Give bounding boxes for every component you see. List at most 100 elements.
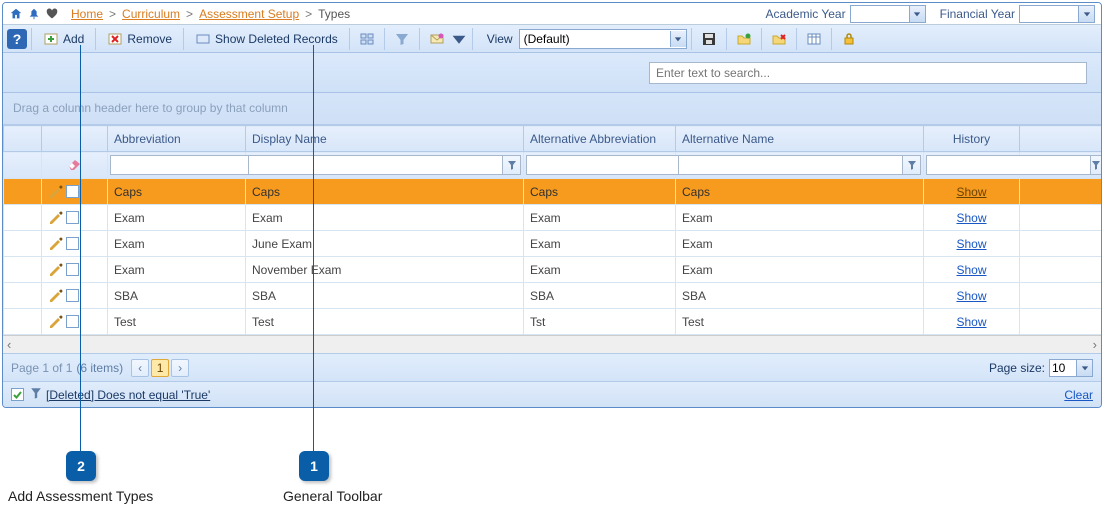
table-row[interactable]: Exam Exam Exam Exam Show bbox=[4, 205, 1102, 231]
chevron-down-icon[interactable] bbox=[670, 31, 686, 47]
breadcrumb-sep: > bbox=[109, 7, 116, 21]
row-checkbox[interactable] bbox=[66, 237, 79, 250]
group-panel[interactable]: Drag a column header here to group by th… bbox=[3, 93, 1101, 125]
chevron-down-icon[interactable] bbox=[450, 27, 468, 51]
edit-icon[interactable] bbox=[48, 210, 64, 226]
cell-display-name: Caps bbox=[246, 179, 524, 205]
home-icon[interactable] bbox=[9, 7, 23, 21]
favorite-icon[interactable] bbox=[45, 7, 59, 21]
chevron-down-icon[interactable] bbox=[1078, 6, 1094, 22]
show-deleted-label: Show Deleted Records bbox=[215, 32, 338, 46]
filter-alt-name-input[interactable] bbox=[678, 155, 903, 175]
app-window: Home > Curriculum > Assessment Setup > T… bbox=[2, 2, 1102, 408]
edit-icon[interactable] bbox=[48, 288, 64, 304]
layout-icon[interactable] bbox=[354, 27, 380, 51]
breadcrumb-assessment-setup[interactable]: Assessment Setup bbox=[199, 7, 299, 21]
pin-icon[interactable] bbox=[27, 7, 41, 21]
table-row[interactable]: Caps Caps Caps Caps Show bbox=[4, 179, 1102, 205]
page-size-select[interactable] bbox=[1049, 359, 1093, 377]
cell-abbreviation: Exam bbox=[108, 231, 246, 257]
funnel-icon bbox=[30, 387, 42, 402]
row-checkbox[interactable] bbox=[66, 263, 79, 276]
history-show-link[interactable]: Show bbox=[956, 315, 986, 329]
horizontal-scrollbar[interactable]: ‹ › bbox=[3, 335, 1101, 353]
prev-page-button[interactable]: ‹ bbox=[131, 359, 149, 377]
row-checkbox[interactable] bbox=[66, 185, 79, 198]
pager: Page 1 of 1 (6 items) ‹ 1 › Page size: bbox=[3, 353, 1101, 381]
view-select[interactable] bbox=[519, 29, 687, 49]
financial-year-input[interactable] bbox=[1020, 6, 1078, 22]
col-display-name[interactable]: Display Name bbox=[246, 126, 524, 152]
academic-year-dropdown[interactable] bbox=[850, 5, 926, 23]
cell-alt-abbreviation: Caps bbox=[524, 179, 676, 205]
row-checkbox[interactable] bbox=[66, 211, 79, 224]
columns-icon[interactable] bbox=[801, 27, 827, 51]
cell-alt-abbreviation: Exam bbox=[524, 257, 676, 283]
col-history[interactable]: History bbox=[924, 126, 1020, 152]
row-checkbox[interactable] bbox=[66, 289, 79, 302]
edit-icon[interactable] bbox=[48, 314, 64, 330]
search-input[interactable] bbox=[649, 62, 1087, 84]
cell-display-name: June Exam bbox=[246, 231, 524, 257]
cell-display-name: Exam bbox=[246, 205, 524, 231]
financial-year-dropdown[interactable] bbox=[1019, 5, 1095, 23]
col-alt-name[interactable]: Alternative Name bbox=[676, 126, 924, 152]
view-value-input[interactable] bbox=[520, 30, 670, 48]
funnel-icon[interactable] bbox=[389, 27, 415, 51]
remove-button[interactable]: Remove bbox=[100, 27, 179, 51]
show-deleted-button[interactable]: Show Deleted Records bbox=[188, 27, 345, 51]
history-show-link[interactable]: Show bbox=[956, 211, 986, 225]
col-spacer bbox=[1020, 126, 1102, 152]
scroll-left-icon[interactable]: ‹ bbox=[7, 337, 11, 352]
history-show-link[interactable]: Show bbox=[956, 263, 986, 277]
table-row[interactable]: Exam November Exam Exam Exam Show bbox=[4, 257, 1102, 283]
history-show-link[interactable]: Show bbox=[956, 237, 986, 251]
funnel-icon[interactable] bbox=[503, 155, 521, 175]
filter-checkbox[interactable] bbox=[11, 388, 24, 401]
funnel-icon[interactable] bbox=[1091, 155, 1102, 175]
breadcrumb-curriculum[interactable]: Curriculum bbox=[122, 7, 180, 21]
scroll-right-icon[interactable]: › bbox=[1093, 337, 1097, 352]
edit-icon[interactable] bbox=[48, 262, 64, 278]
cell-display-name: Test bbox=[246, 309, 524, 335]
breadcrumb-sep: > bbox=[305, 7, 312, 21]
table-row[interactable]: Test Test Tst Test Show bbox=[4, 309, 1102, 335]
clear-filter-link[interactable]: Clear bbox=[1064, 388, 1093, 402]
help-icon[interactable]: ? bbox=[7, 29, 27, 49]
filter-display-input[interactable] bbox=[248, 155, 503, 175]
table-row[interactable]: Exam June Exam Exam Exam Show bbox=[4, 231, 1102, 257]
lock-icon[interactable] bbox=[836, 27, 862, 51]
history-show-link[interactable]: Show bbox=[956, 185, 986, 199]
mail-icon[interactable] bbox=[424, 27, 450, 51]
filter-alt-abbr-input[interactable] bbox=[526, 155, 691, 175]
cell-abbreviation: SBA bbox=[108, 283, 246, 309]
save-icon[interactable] bbox=[696, 27, 722, 51]
table-row[interactable]: SBA SBA SBA SBA Show bbox=[4, 283, 1102, 309]
page-size-input[interactable] bbox=[1050, 360, 1076, 376]
funnel-icon[interactable] bbox=[903, 155, 921, 175]
col-alt-abbreviation[interactable]: Alternative Abbreviation bbox=[524, 126, 676, 152]
add-button[interactable]: Add bbox=[36, 27, 91, 51]
history-show-link[interactable]: Show bbox=[956, 289, 986, 303]
chevron-down-icon[interactable] bbox=[909, 6, 925, 22]
cell-abbreviation: Caps bbox=[108, 179, 246, 205]
edit-icon[interactable] bbox=[48, 236, 64, 252]
filter-history-input[interactable] bbox=[926, 155, 1091, 175]
chevron-down-icon[interactable] bbox=[1076, 360, 1092, 376]
academic-year-input[interactable] bbox=[851, 6, 909, 22]
annotation-label-2: Add Assessment Types bbox=[8, 488, 153, 504]
next-page-button[interactable]: › bbox=[171, 359, 189, 377]
annotation-bubble-1: 1 bbox=[299, 451, 329, 481]
page-number-current[interactable]: 1 bbox=[151, 359, 169, 377]
search-row bbox=[3, 53, 1101, 93]
academic-year-label: Academic Year bbox=[766, 7, 846, 21]
cell-abbreviation: Exam bbox=[108, 257, 246, 283]
row-checkbox[interactable] bbox=[66, 315, 79, 328]
breadcrumb-home[interactable]: Home bbox=[71, 7, 103, 21]
col-abbreviation[interactable]: Abbreviation bbox=[108, 126, 246, 152]
folder-delete-icon[interactable] bbox=[766, 27, 792, 51]
edit-icon[interactable] bbox=[48, 184, 64, 200]
filter-expression-link[interactable]: [Deleted] Does not equal 'True' bbox=[46, 388, 210, 402]
folder-icon[interactable] bbox=[731, 27, 757, 51]
data-grid: Abbreviation Display Name Alternative Ab… bbox=[3, 125, 1102, 335]
